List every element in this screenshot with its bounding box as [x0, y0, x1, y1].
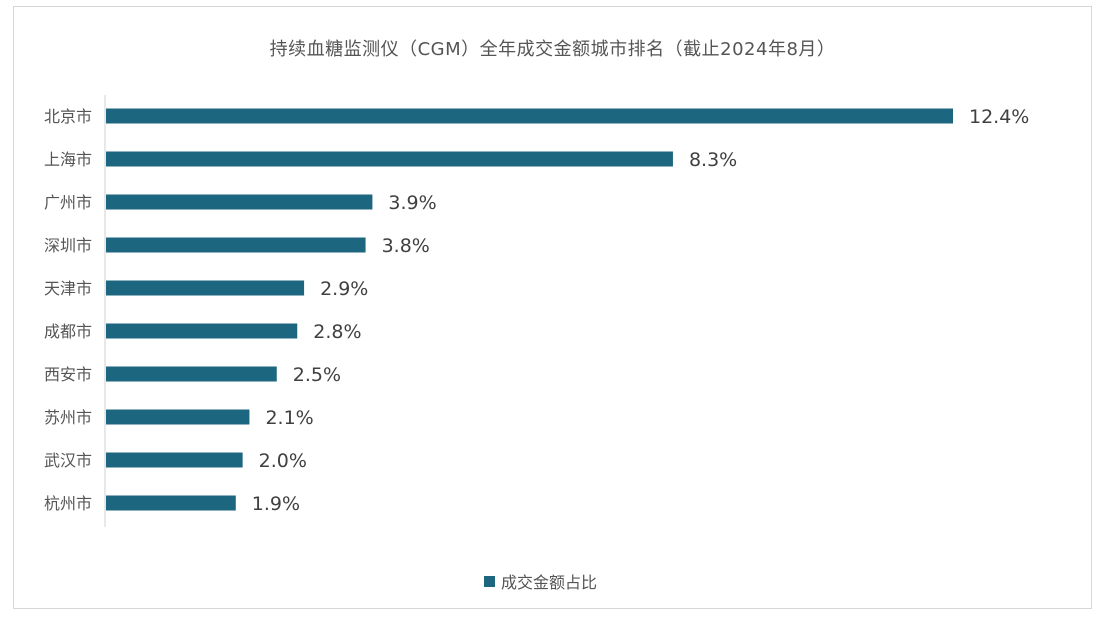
bar: [106, 280, 305, 296]
category-label: 西安市: [44, 365, 92, 384]
data-label: 2.8%: [313, 321, 361, 343]
legend-swatch: [484, 575, 495, 587]
bar: [106, 323, 298, 339]
bar: [106, 495, 236, 511]
bars-group: 北京市 12.4% 上海市 8.3% 广州市 3.9% 深圳市 3.8% 天津市 2.9% 成都市 2…: [44, 106, 1029, 515]
chart-title: 持续血糖监测仪（CGM）全年成交金额城市排名（截止2024年8月）: [269, 39, 836, 60]
category-label: 上海市: [44, 150, 92, 169]
category-label: 深圳市: [44, 236, 92, 255]
category-label: 广州市: [44, 193, 92, 212]
bar: [106, 366, 277, 382]
bar: [106, 452, 243, 468]
bar: [106, 237, 366, 253]
data-label: 2.1%: [265, 407, 313, 429]
bar: [106, 108, 953, 124]
category-label: 杭州市: [44, 494, 92, 513]
category-label: 北京市: [44, 107, 92, 126]
bar: [106, 151, 673, 167]
data-label: 2.5%: [293, 364, 341, 386]
data-label: 1.9%: [252, 493, 300, 515]
category-label: 武汉市: [44, 451, 92, 470]
category-label: 天津市: [44, 279, 92, 298]
legend: 成交金额占比: [484, 569, 597, 593]
chart-frame: 持续血糖监测仪（CGM）全年成交金额城市排名（截止2024年8月） 北京市 12.…: [13, 6, 1092, 609]
bar: [106, 194, 373, 210]
data-label: 2.0%: [259, 450, 307, 472]
data-label: 3.9%: [388, 192, 436, 214]
data-label: 8.3%: [689, 149, 737, 171]
data-label: 3.8%: [382, 235, 430, 257]
bar: [106, 409, 250, 425]
legend-label: 成交金额占比: [501, 573, 598, 592]
category-label: 成都市: [44, 322, 92, 341]
bar-chart-plot: 北京市 12.4% 上海市 8.3% 广州市 3.9% 深圳市 3.8% 天津市 2.9% 成都市 2…: [44, 95, 1029, 527]
category-label: 苏州市: [44, 408, 92, 427]
data-label: 12.4%: [969, 106, 1029, 128]
data-label: 2.9%: [320, 278, 368, 300]
